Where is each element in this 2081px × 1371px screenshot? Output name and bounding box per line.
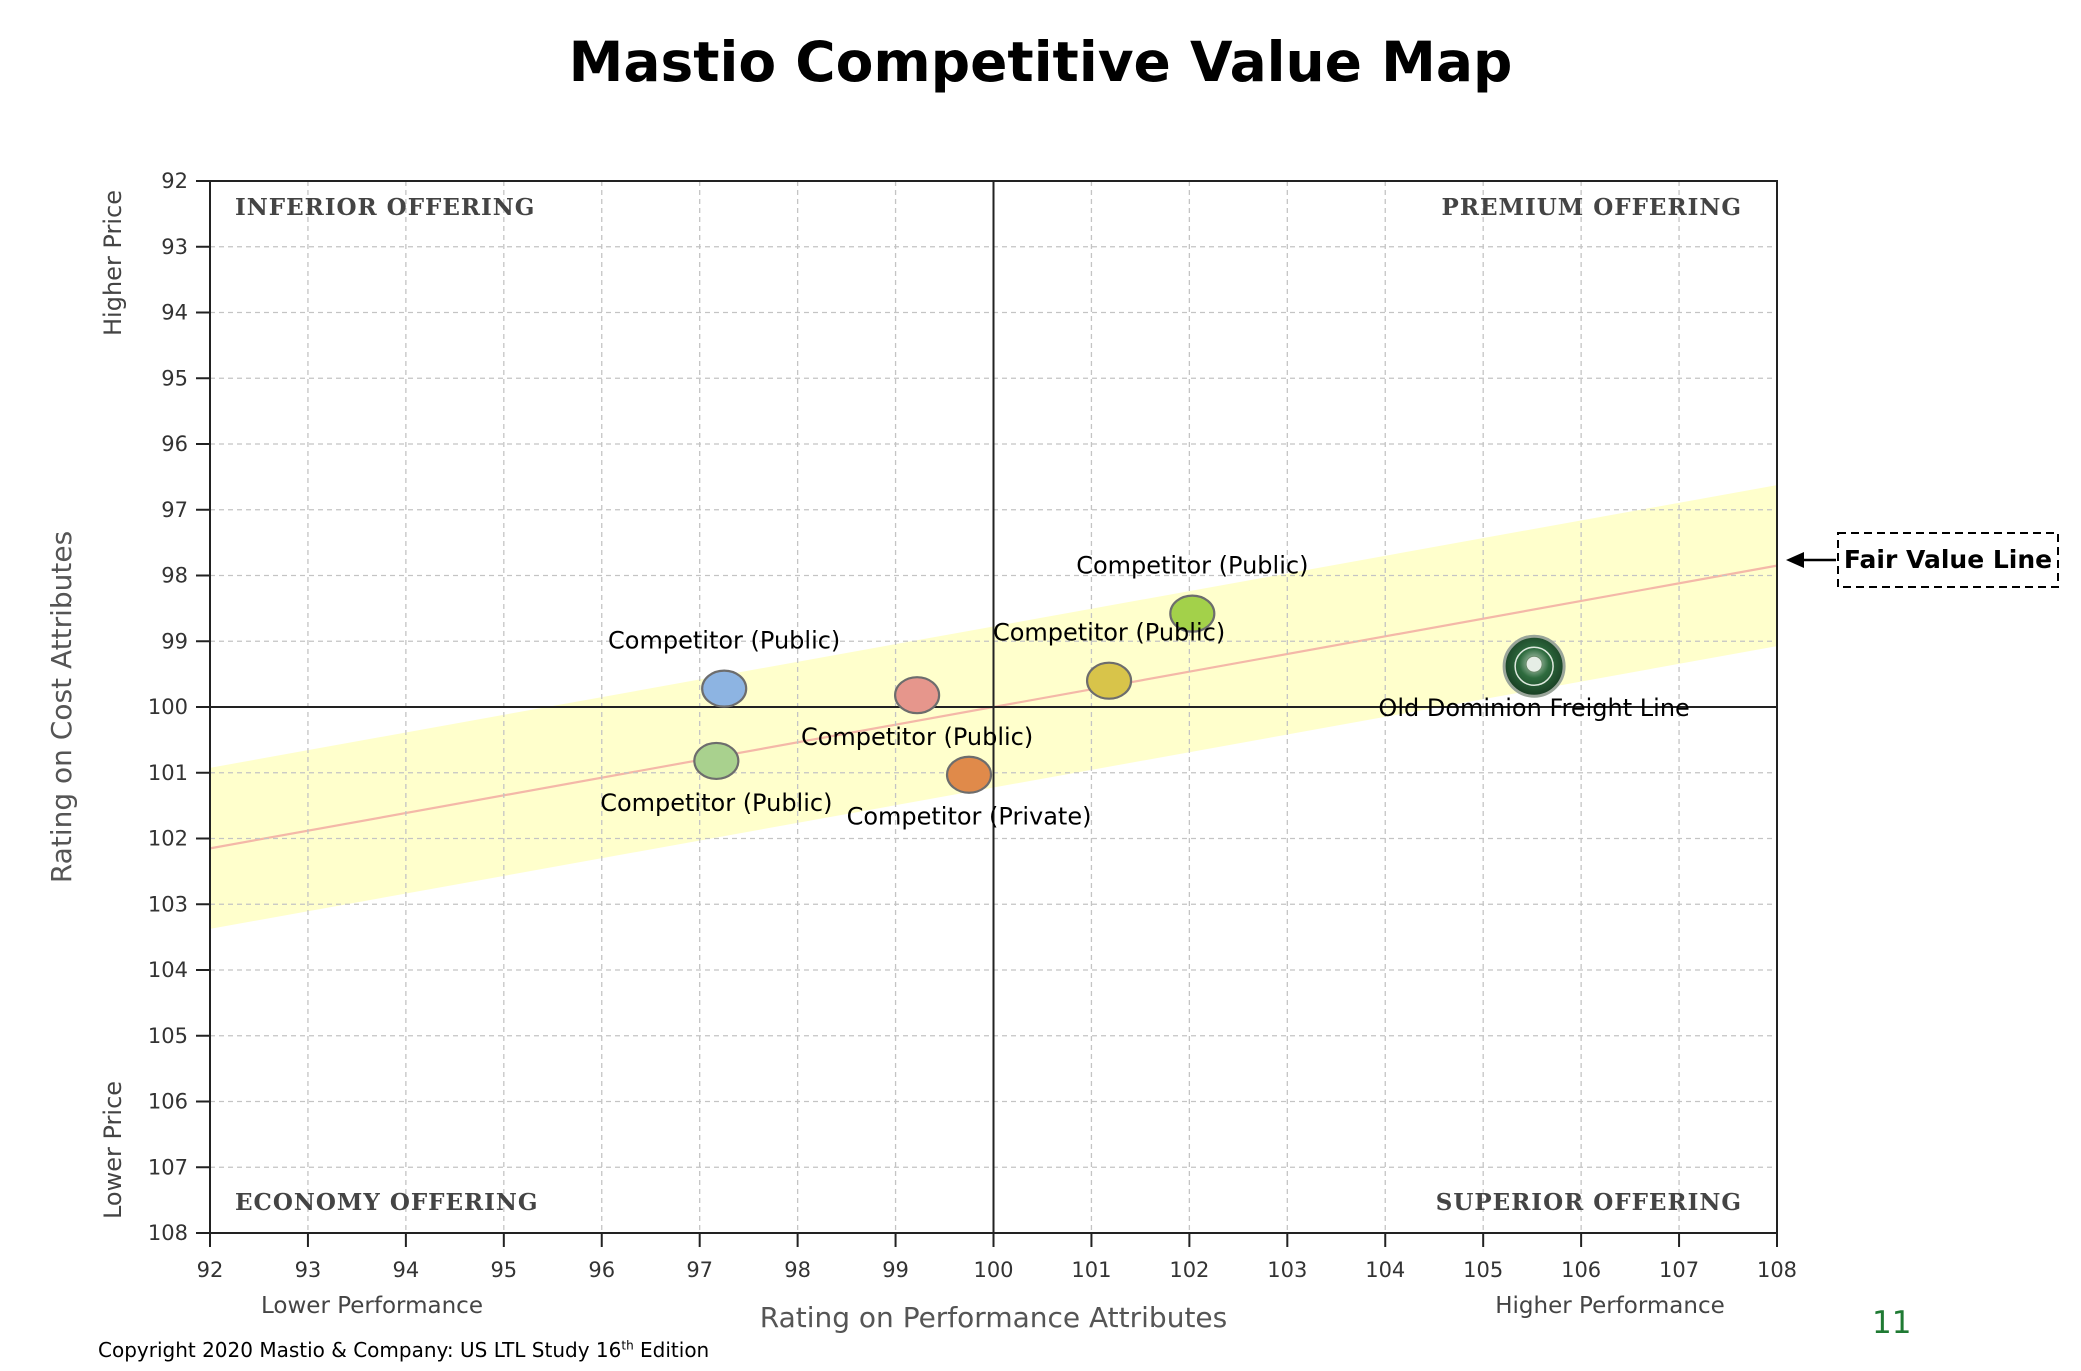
quadrant-label-premium: PREMIUM OFFERING: [1442, 194, 1742, 221]
point-label-0: Competitor (Public): [608, 627, 840, 655]
y-tick-label: 100: [148, 695, 188, 719]
data-point-2: [894, 676, 941, 715]
higher-price-label: Higher Price: [99, 190, 127, 336]
y-tick-label: 98: [161, 564, 188, 588]
fair-value-callout-box: [1837, 532, 2059, 588]
x-tick-label: 96: [588, 1258, 615, 1282]
point-label-6: Old Dominion Freight Line: [1378, 694, 1689, 722]
page-title: Mastio Competitive Value Map: [568, 30, 1513, 94]
x-tick-label: 104: [1365, 1258, 1405, 1282]
x-tick-label: 108: [1757, 1258, 1797, 1282]
y-tick-label: 96: [161, 432, 188, 456]
logo-inner-ring: [1514, 646, 1554, 686]
y-tick-label: 107: [148, 1155, 188, 1179]
point-label-4: Competitor (Public): [993, 619, 1225, 647]
y-tick-label: 93: [161, 235, 188, 259]
y-tick-label: 103: [148, 892, 188, 916]
data-point-5: [1169, 594, 1216, 633]
y-axis-title: Rating on Cost Attributes: [45, 531, 78, 883]
y-tick-label: 95: [161, 366, 188, 390]
point-label-1: Competitor (Public): [600, 789, 832, 817]
x-tick-label: 97: [686, 1258, 713, 1282]
x-tick-label: 94: [393, 1258, 420, 1282]
y-tick-label: 102: [148, 827, 188, 851]
x-axis-title: Rating on Performance Attributes: [760, 1301, 1228, 1334]
x-tick-label: 93: [295, 1258, 322, 1282]
data-point-4: [1085, 661, 1133, 700]
y-tick-label: 101: [148, 761, 188, 785]
fair-value-callout-label: Fair Value Line: [1844, 545, 2052, 574]
copyright-notice: Copyright 2020 Mastio & Company: US LTL …: [98, 1338, 710, 1362]
x-tick-label: 95: [490, 1258, 517, 1282]
y-tick-label: 104: [148, 958, 188, 982]
x-tick-label: 102: [1169, 1258, 1209, 1282]
y-tick-label: 97: [161, 498, 188, 522]
y-tick-label: 94: [161, 301, 188, 325]
x-tick-label: 103: [1267, 1258, 1307, 1282]
x-tick-label: 92: [197, 1258, 224, 1282]
y-tick-label: 105: [148, 1024, 188, 1048]
quadrant-label-superior: SUPERIOR OFFERING: [1436, 1189, 1742, 1216]
quadrant-label-inferior: INFERIOR OFFERING: [235, 194, 535, 221]
fair-value-arrow-head: [1786, 552, 1804, 568]
data-point-3: [945, 755, 993, 794]
lower-performance-label: Lower Performance: [261, 1293, 483, 1319]
x-tick-label: 107: [1659, 1258, 1699, 1282]
higher-performance-label: Higher Performance: [1495, 1293, 1725, 1319]
logo-center-mark: [1525, 655, 1543, 673]
slide-number: 11: [1872, 1305, 1912, 1341]
quadrant-label-economy: ECONOMY OFFERING: [235, 1189, 539, 1216]
y-tick-label: 99: [161, 629, 188, 653]
point-label-5: Competitor (Public): [1076, 552, 1308, 580]
x-tick-label: 99: [882, 1258, 909, 1282]
data-point-1: [693, 741, 740, 781]
y-tick-label: 92: [161, 169, 188, 193]
point-label-3: Competitor (Private): [847, 803, 1092, 831]
y-tick-label: 106: [148, 1090, 188, 1114]
x-tick-label: 98: [784, 1258, 811, 1282]
x-tick-label: 106: [1561, 1258, 1601, 1282]
x-tick-label: 100: [973, 1258, 1013, 1282]
point-label-2: Competitor (Public): [801, 723, 1033, 751]
x-tick-label: 101: [1071, 1258, 1111, 1282]
x-tick-label: 105: [1463, 1258, 1503, 1282]
y-tick-label: 108: [148, 1221, 188, 1245]
lower-price-label: Lower Price: [99, 1081, 127, 1219]
data-point-0: [701, 669, 748, 708]
